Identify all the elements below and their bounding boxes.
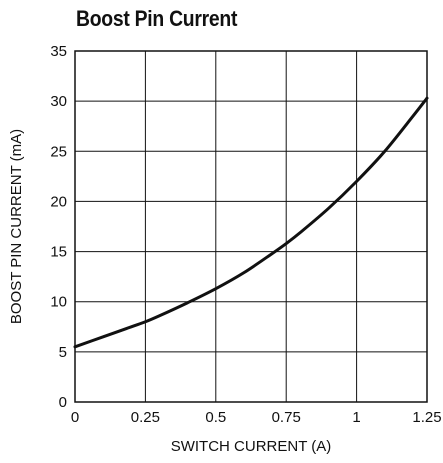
- y-tick-label: 15: [50, 244, 67, 261]
- x-tick-label: 1: [352, 409, 360, 426]
- chart-title: Boost Pin Current: [76, 6, 238, 31]
- series-layer: [73, 96, 429, 349]
- y-tick-label: 20: [50, 193, 67, 210]
- x-tick-label: 0.25: [131, 409, 160, 426]
- y-tick-label: 25: [50, 143, 67, 160]
- y-tick-labels: 0 5 10 15 20 25 30 35: [50, 43, 67, 411]
- x-tick-label: 1.25: [412, 409, 441, 426]
- x-tick-labels: 0 0.25 0.5 0.75 1 1.25: [71, 409, 442, 426]
- x-tick-label: 0.75: [272, 409, 301, 426]
- plot-frame: [74, 50, 428, 403]
- y-tick-label: 10: [50, 294, 67, 311]
- grid-lines: [75, 51, 427, 402]
- y-axis-label: BOOST PIN CURRENT (mA): [8, 129, 25, 324]
- x-tick-label: 0: [71, 409, 79, 426]
- y-tick-label: 30: [50, 93, 67, 110]
- x-tick-label: 0.5: [205, 409, 226, 426]
- y-tick-label: 0: [59, 394, 67, 411]
- boost-pin-current-line: [73, 96, 429, 349]
- y-tick-label: 35: [50, 43, 67, 60]
- y-tick-label: 5: [59, 344, 67, 361]
- x-axis-label: SWITCH CURRENT (A): [171, 438, 332, 455]
